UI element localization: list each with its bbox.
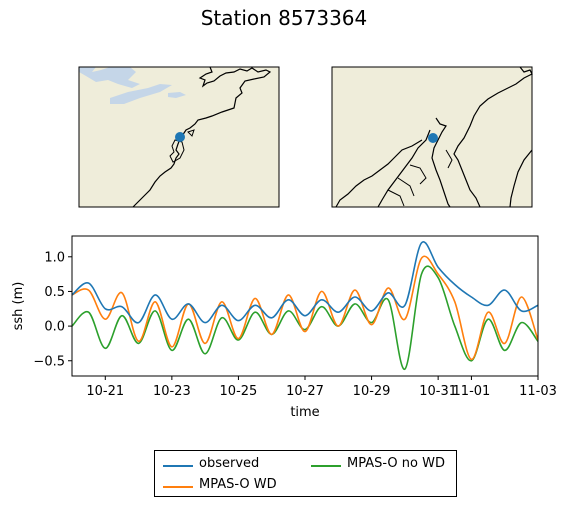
- overview-coast-detail: [169, 129, 195, 163]
- legend-swatch-observed: [163, 465, 193, 467]
- x-tick-label: 11-01: [453, 384, 491, 399]
- series-line-mpas-o-wd: [72, 255, 538, 361]
- series-line-observed: [72, 241, 538, 324]
- x-tick-label: 10-29: [353, 384, 391, 399]
- great-lakes-water: [79, 67, 186, 104]
- y-axis-label: ssh (m): [11, 282, 26, 331]
- legend-swatch-wd: [163, 486, 193, 488]
- station-marker-overview: [175, 132, 185, 142]
- y-axis-ticks: −0.5 0.0 0.5 1.0: [33, 250, 72, 369]
- zoomed-bay-inlets: [387, 149, 453, 207]
- zoomed-map-frame: [331, 66, 533, 208]
- x-axis-label: time: [290, 405, 319, 420]
- y-tick-label: 0.5: [44, 285, 65, 300]
- overview-map: [78, 66, 280, 208]
- y-tick-label: 0.0: [44, 320, 65, 335]
- legend-label-nowd: MPAS-O no WD: [347, 456, 445, 471]
- y-tick-label: −0.5: [33, 354, 65, 369]
- x-tick-label: 10-25: [220, 384, 258, 399]
- zoomed-coastline: [335, 66, 533, 208]
- x-tick-label: 10-21: [86, 384, 124, 399]
- station-marker-zoomed: [428, 133, 438, 143]
- legend-label-wd: MPAS-O WD: [199, 477, 277, 492]
- x-tick-label: 11-03: [519, 384, 557, 399]
- overview-coastline: [132, 66, 272, 208]
- x-tick-label: 10-31: [419, 384, 457, 399]
- x-tick-label: 10-23: [153, 384, 191, 399]
- overview-map-frame: [78, 66, 280, 208]
- chart-title: Station 8573364: [200, 6, 368, 30]
- zoomed-map: [331, 66, 533, 208]
- legend-label-observed: observed: [199, 456, 260, 471]
- y-tick-label: 1.0: [44, 250, 65, 265]
- legend-swatch-nowd: [311, 465, 341, 467]
- series-layer: [72, 241, 538, 370]
- x-tick-label: 10-27: [286, 384, 324, 399]
- chart-legend: observed MPAS-O WD MPAS-O no WD: [154, 450, 457, 497]
